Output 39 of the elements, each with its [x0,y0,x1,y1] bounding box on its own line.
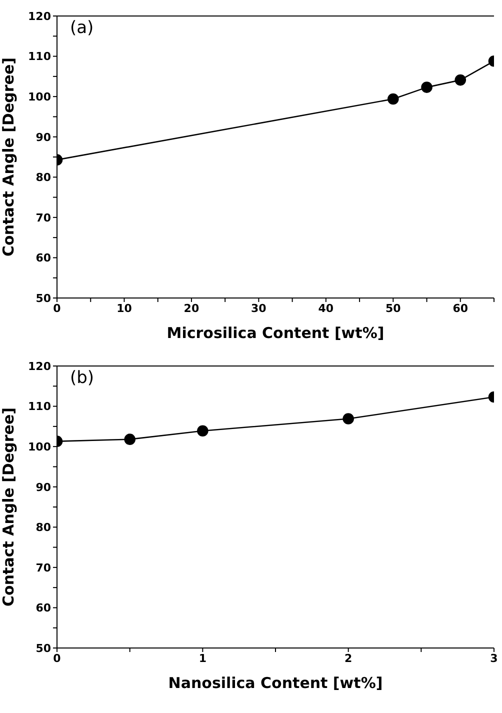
x-tick-label: 1 [198,652,206,665]
x-tick-label: 3 [490,652,498,665]
y-tick-label: 110 [28,50,52,64]
y-axis-title: Contact Angle [Degree] [0,58,18,256]
x-tick-label: 2 [344,652,352,665]
y-tick-label: 90 [36,480,52,494]
y-tick-label: 80 [36,171,52,184]
x-tick-label: 30 [251,302,267,315]
y-tick-label: 60 [36,252,52,265]
y-tick-label: 90 [36,130,52,144]
x-tick-label: 60 [452,302,468,315]
y-tick-label: 50 [36,642,52,655]
y-tick-label: 70 [36,561,52,574]
y-tick-label: 70 [36,211,52,224]
x-tick-label: 20 [184,302,200,315]
point [197,425,208,437]
point [421,82,432,93]
x-tick-label: 50 [386,302,402,315]
y-tick-label: 100 [28,90,52,104]
point [342,413,354,424]
x-axis-title: Nanosilica Content [wt%] [168,674,383,692]
x-tick-label: 0 [53,302,62,315]
x-tick-label: 0 [53,652,62,665]
annotation: (a) [70,18,94,38]
y-tick-label: 120 [28,10,52,23]
y-tick-label: 100 [28,440,52,454]
point [454,74,466,86]
y-tick-label: 50 [36,292,52,305]
y-tick-label: 110 [28,400,52,414]
y-axis-title: Contact Angle [Degree] [0,408,18,606]
annotation: (b) [70,368,94,388]
point [388,93,399,105]
x-tick-label: 10 [116,302,132,315]
y-tick-label: 60 [36,602,52,615]
x-axis-title: Microsilica Content [wt%] [166,324,384,342]
y-tick-label: 80 [36,521,52,534]
point [124,434,136,445]
x-tick-label: 40 [318,302,334,315]
y-tick-label: 120 [28,360,52,373]
